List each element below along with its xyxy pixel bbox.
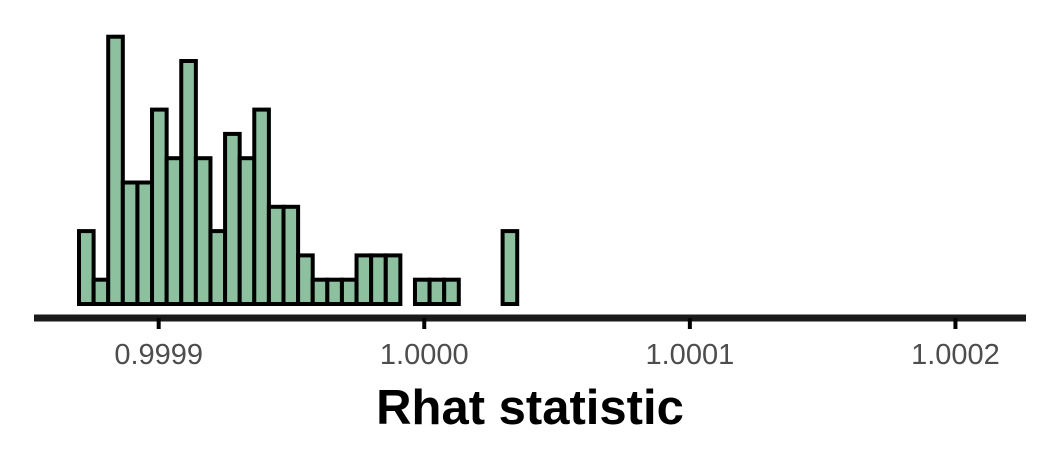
histogram-bar	[500, 229, 520, 307]
histogram-bar	[252, 107, 271, 306]
histogram-bar	[120, 180, 140, 306]
histogram-bar	[208, 229, 228, 307]
histogram-bar	[135, 180, 155, 306]
histogram-bar	[281, 204, 301, 306]
histogram-bar	[77, 229, 96, 307]
histogram-bar	[296, 253, 315, 306]
histogram-bar	[354, 253, 374, 306]
histogram-bar	[150, 107, 169, 306]
histogram-bar	[412, 277, 432, 307]
histogram-bar	[164, 156, 184, 306]
histogram-bar	[310, 277, 330, 307]
histogram-bar	[369, 253, 388, 306]
x-tick-label: 0.9999	[114, 339, 203, 371]
histogram-bar	[339, 277, 359, 307]
x-axis-ticks: 0.9999 1.0000 1.0001 1.0002	[114, 318, 1000, 371]
histogram-bar	[91, 277, 111, 307]
histogram-bar	[383, 253, 403, 306]
histogram-bar	[427, 277, 447, 307]
histogram-bar	[193, 156, 213, 306]
histogram-bar	[266, 204, 286, 306]
x-tick-label: 1.0001	[646, 339, 735, 371]
histogram-bar	[325, 277, 344, 307]
x-tick-label: 1.0002	[911, 339, 1000, 371]
histogram-bar	[106, 34, 125, 306]
x-axis-title: Rhat statistic	[376, 381, 684, 435]
histogram-bar	[223, 131, 242, 306]
histogram-bar	[179, 59, 198, 306]
histogram-bar	[237, 156, 257, 306]
histogram-bar	[442, 277, 461, 307]
histogram-bars	[77, 34, 520, 307]
x-tick-label: 1.0000	[380, 339, 469, 371]
